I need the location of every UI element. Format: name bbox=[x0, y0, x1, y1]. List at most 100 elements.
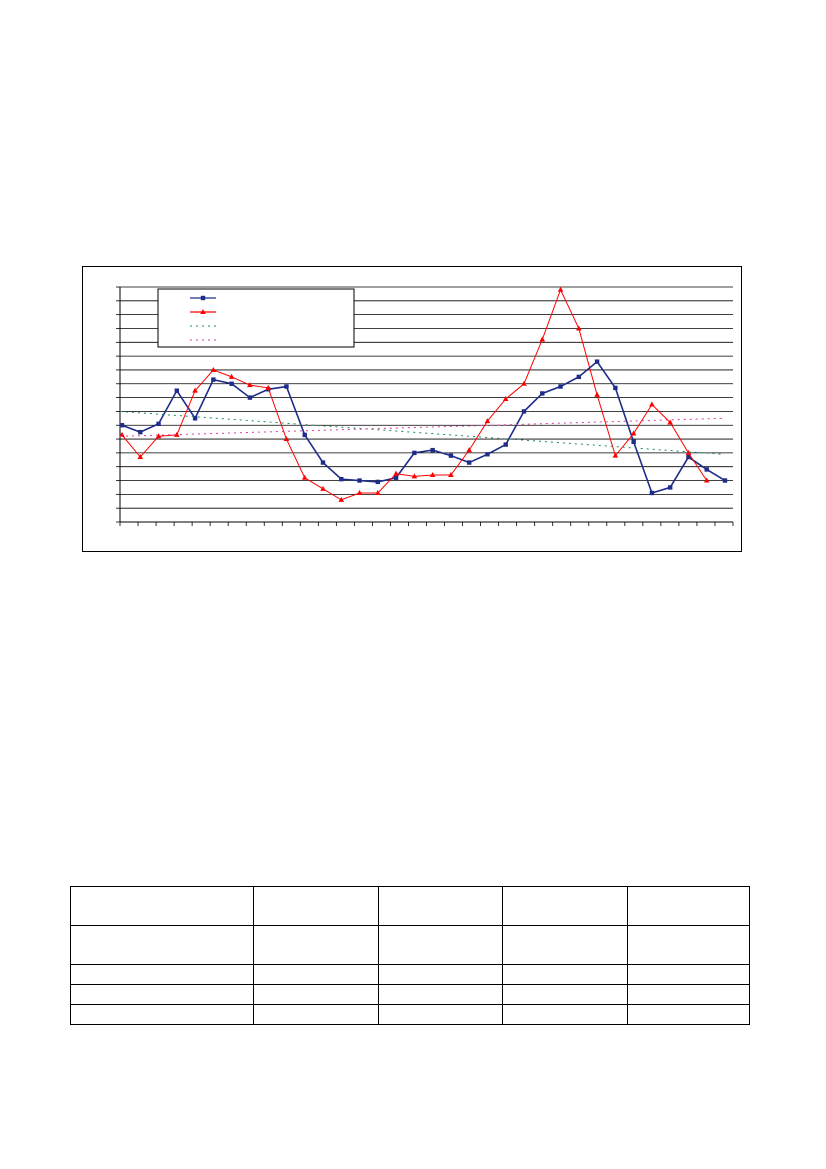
table-cell bbox=[627, 964, 750, 985]
data-point bbox=[466, 447, 472, 453]
data-point bbox=[539, 336, 546, 342]
data-point bbox=[138, 429, 143, 435]
table-cell bbox=[253, 964, 379, 985]
table-row bbox=[70, 886, 750, 926]
table-cell bbox=[70, 964, 254, 985]
table-cell bbox=[70, 925, 254, 965]
data-point bbox=[612, 452, 619, 458]
data-point bbox=[119, 423, 125, 428]
data-point bbox=[576, 325, 582, 331]
series-line-1 bbox=[121, 360, 726, 494]
data-point bbox=[703, 477, 710, 483]
table-cell bbox=[253, 886, 379, 926]
data-point bbox=[356, 489, 363, 495]
table-cell bbox=[502, 925, 628, 965]
data-point bbox=[211, 377, 216, 382]
data-point bbox=[576, 374, 582, 380]
table-row bbox=[70, 984, 750, 1005]
data-point bbox=[411, 473, 418, 479]
table-cell bbox=[627, 925, 750, 965]
data-point bbox=[667, 419, 673, 425]
data-point bbox=[594, 359, 600, 364]
table-cell bbox=[502, 984, 628, 1005]
legend-box bbox=[157, 288, 355, 348]
data-table bbox=[70, 886, 750, 1025]
data-point bbox=[594, 391, 600, 397]
data-point bbox=[686, 454, 691, 460]
data-point bbox=[466, 460, 472, 465]
table-cell bbox=[253, 984, 379, 1005]
data-point bbox=[357, 478, 362, 483]
table-cell bbox=[627, 1004, 750, 1025]
data-point bbox=[649, 490, 655, 496]
table-row bbox=[70, 964, 750, 985]
legend-marker bbox=[200, 295, 206, 301]
data-point bbox=[631, 439, 636, 445]
data-point bbox=[338, 496, 345, 502]
data-point bbox=[393, 475, 399, 480]
table-cell bbox=[502, 886, 628, 926]
data-point bbox=[685, 449, 692, 455]
data-point bbox=[283, 436, 290, 442]
table-cell bbox=[378, 925, 503, 965]
data-point bbox=[192, 416, 198, 421]
line-chart bbox=[116, 286, 734, 526]
legend-marker bbox=[200, 309, 206, 314]
table-row bbox=[70, 1004, 750, 1025]
data-point bbox=[192, 387, 198, 393]
data-point bbox=[156, 421, 161, 427]
table-cell bbox=[253, 1004, 379, 1025]
data-point bbox=[119, 431, 125, 437]
data-point bbox=[229, 381, 234, 386]
data-point bbox=[393, 470, 399, 476]
data-point bbox=[484, 418, 491, 424]
data-point bbox=[320, 460, 326, 465]
table-cell bbox=[378, 964, 503, 985]
data-point bbox=[521, 380, 527, 386]
data-point bbox=[430, 447, 435, 453]
data-point bbox=[521, 409, 527, 414]
data-point bbox=[667, 485, 673, 490]
data-point bbox=[448, 472, 454, 477]
data-point bbox=[228, 373, 235, 379]
data-point bbox=[557, 286, 564, 292]
trendline-4 bbox=[119, 417, 724, 437]
data-point bbox=[265, 384, 271, 390]
data-point bbox=[339, 476, 344, 482]
data-point bbox=[613, 385, 618, 391]
table-cell bbox=[70, 984, 254, 1005]
table-cell bbox=[378, 886, 503, 926]
data-point bbox=[722, 478, 728, 483]
table-cell bbox=[502, 964, 628, 985]
data-point bbox=[540, 391, 545, 396]
data-point bbox=[503, 442, 508, 447]
data-point bbox=[429, 472, 436, 477]
table-cell bbox=[627, 984, 750, 1005]
data-point bbox=[630, 430, 637, 436]
table-cell bbox=[502, 1004, 628, 1025]
data-point bbox=[558, 384, 563, 389]
data-point bbox=[302, 432, 307, 438]
data-point bbox=[485, 452, 490, 457]
data-point bbox=[210, 366, 217, 372]
table-cell bbox=[627, 886, 750, 926]
table-cell bbox=[378, 984, 503, 1005]
data-point bbox=[137, 454, 144, 460]
data-point bbox=[502, 395, 509, 401]
data-point bbox=[284, 384, 289, 389]
data-point bbox=[320, 485, 326, 491]
chart-container bbox=[82, 266, 742, 552]
data-point bbox=[247, 382, 253, 388]
table-cell bbox=[70, 886, 254, 926]
data-point bbox=[704, 467, 709, 472]
data-point bbox=[375, 479, 381, 485]
data-point bbox=[155, 433, 162, 439]
data-point bbox=[448, 453, 454, 458]
data-point bbox=[649, 401, 655, 407]
table-row bbox=[70, 925, 750, 965]
data-point bbox=[174, 431, 180, 437]
table-cell bbox=[378, 1004, 503, 1025]
data-point bbox=[247, 395, 253, 400]
data-point bbox=[174, 388, 180, 393]
data-point bbox=[375, 489, 381, 495]
